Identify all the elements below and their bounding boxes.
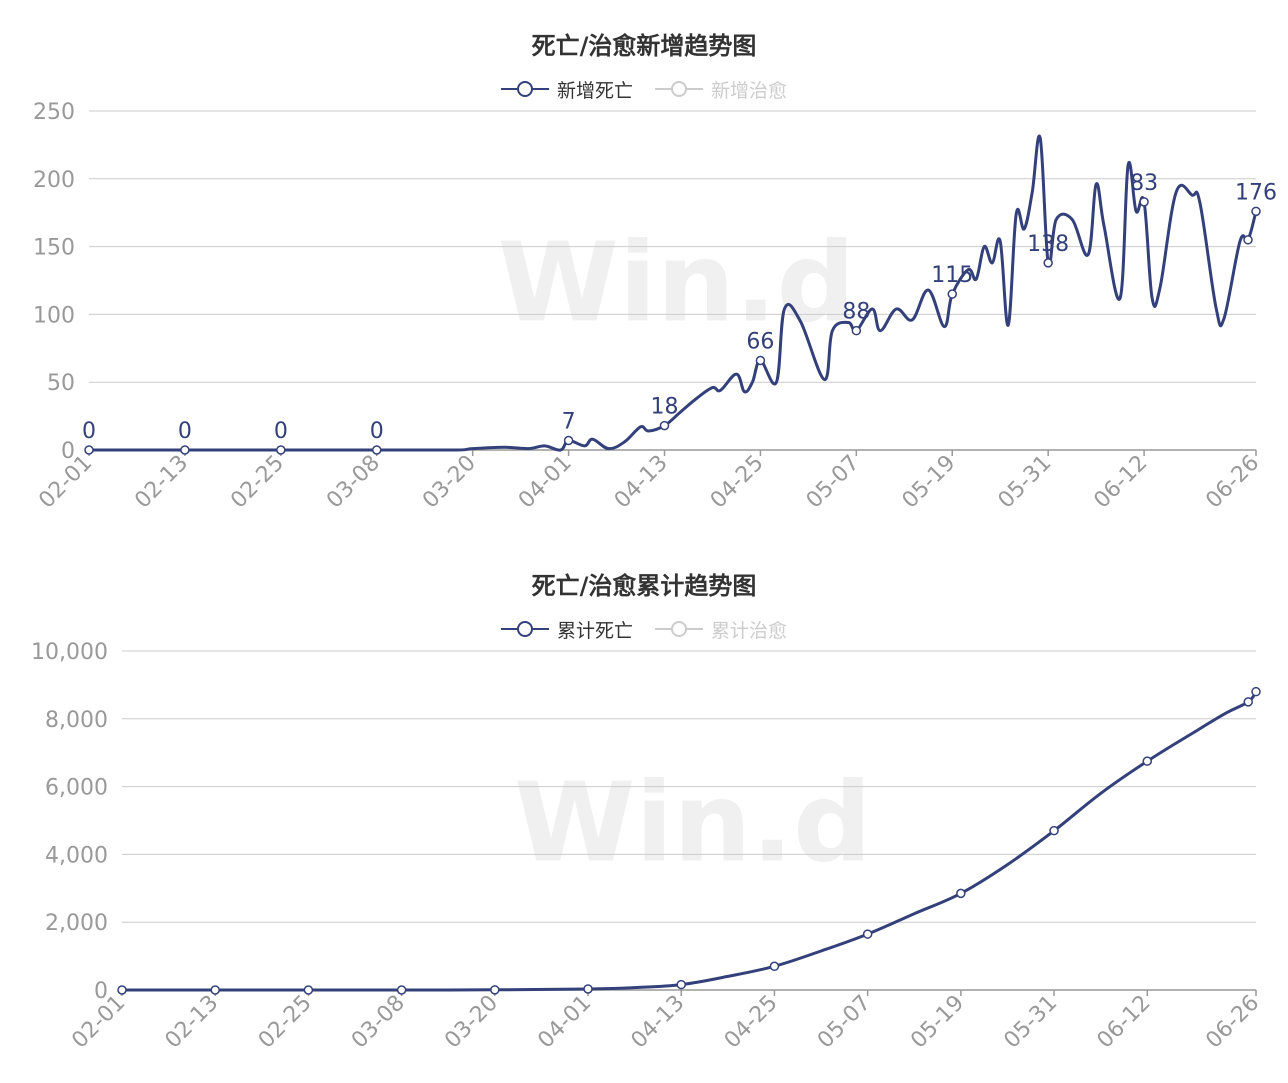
- data-point: [372, 445, 382, 455]
- legend-label: 累计治愈: [711, 619, 788, 642]
- data-point: [1243, 235, 1253, 245]
- data-label: 18: [651, 395, 679, 420]
- data-point: [755, 355, 766, 366]
- x-tick-label: 06-26: [1201, 991, 1264, 1054]
- y-tick-label: 6,000: [45, 776, 108, 801]
- x-tick-label: 06-26: [1201, 451, 1264, 514]
- data-label: 83: [1130, 171, 1158, 196]
- legend-item-total-recoveries[interactable]: 累计治愈: [655, 616, 787, 642]
- data-point: [583, 984, 593, 994]
- chart-title: 死亡/治愈新增趋势图: [531, 32, 757, 60]
- x-tick-label: 04-01: [514, 451, 577, 514]
- data-point: [956, 888, 966, 899]
- y-tick-label: 0: [61, 439, 75, 464]
- data-point: [1251, 206, 1261, 217]
- x-tick-label: 03-20: [440, 991, 503, 1054]
- series-line: [87, 134, 1258, 452]
- data-point: [1142, 756, 1153, 766]
- data-label: 0: [82, 419, 96, 444]
- x-tick-label: 02-25: [226, 451, 289, 514]
- x-tick-label: 04-25: [720, 991, 783, 1054]
- x-tick-label: 06-12: [1093, 991, 1156, 1054]
- chart-panel-daily: 死亡/治愈新增趋势图 新增死亡 新增治愈 Win.d 0 50 100 150 200 25…: [0, 0, 1288, 540]
- x-tick-label: 05-19: [906, 991, 969, 1054]
- data-point: [947, 289, 958, 299]
- data-label: 0: [178, 419, 192, 444]
- watermark-logo: Win.d: [514, 759, 872, 887]
- watermark-logo: Win.d: [498, 219, 856, 347]
- x-tick-label: 05-07: [802, 451, 865, 514]
- legend-line-marker-icon: [655, 81, 703, 97]
- data-point: [276, 445, 286, 455]
- x-tick-label: 04-25: [706, 451, 769, 514]
- data-point: [84, 445, 94, 455]
- data-point: [117, 985, 127, 995]
- x-tick-label: 03-20: [418, 451, 481, 514]
- data-point: [1139, 197, 1149, 207]
- data-label: 66: [746, 330, 774, 355]
- y-tick-label: 200: [33, 168, 75, 193]
- x-tick-label: 03-08: [322, 451, 385, 514]
- data-point: [563, 435, 574, 446]
- x-tick-label: 05-19: [898, 451, 961, 514]
- legend-label: 累计死亡: [556, 619, 633, 642]
- legend-item-total-deaths[interactable]: 累计死亡: [500, 616, 633, 642]
- y-tick-label: 0: [94, 979, 108, 1004]
- data-label: 138: [1027, 232, 1069, 257]
- y-tick-label: 50: [47, 371, 75, 396]
- data-point: [303, 985, 314, 995]
- y-tick-label: 250: [33, 100, 75, 125]
- x-tick-label: 02-13: [130, 451, 193, 514]
- x-tick-label: 02-13: [161, 991, 224, 1054]
- x-tick-label: 06-12: [1089, 451, 1152, 514]
- data-point: [769, 961, 780, 972]
- legend-line-marker-icon: [500, 81, 549, 97]
- legend-item-new-deaths[interactable]: 新增死亡: [500, 76, 633, 102]
- x-tick-label: 03-08: [347, 991, 410, 1054]
- data-label: 115: [931, 263, 973, 288]
- data-point: [180, 445, 190, 455]
- y-tick-label: 10,000: [31, 640, 108, 665]
- x-tick-label: 05-31: [999, 991, 1062, 1054]
- legend-line-marker-icon: [655, 621, 703, 637]
- legend-line-marker-icon: [500, 621, 549, 637]
- data-point: [851, 325, 862, 336]
- x-tick-label: 04-01: [533, 991, 596, 1054]
- x-tick-label: 04-13: [627, 991, 690, 1054]
- legend-label: 新增治愈: [711, 79, 788, 102]
- data-point: [1043, 258, 1053, 268]
- data-label: 0: [274, 419, 288, 444]
- y-tick-label: 2,000: [45, 911, 108, 936]
- data-label: 176: [1235, 180, 1277, 205]
- data-point: [862, 929, 873, 939]
- data-point: [396, 985, 407, 995]
- data-point: [490, 985, 500, 995]
- data-label: 0: [370, 419, 384, 444]
- legend-label: 新增死亡: [556, 79, 633, 102]
- data-point: [210, 985, 220, 995]
- chart-panel-cumulative: 死亡/治愈累计趋势图 累计死亡 累计治愈 Win.d 0 2,000 4,000 6,0…: [0, 540, 1288, 1083]
- data-point: [659, 420, 670, 431]
- data-label: 88: [842, 300, 870, 325]
- x-tick-label: 04-13: [610, 451, 673, 514]
- chart-title: 死亡/治愈累计趋势图: [531, 572, 757, 600]
- x-tick-label: 05-07: [813, 991, 876, 1054]
- data-point: [1243, 697, 1253, 707]
- data-point: [1251, 686, 1261, 697]
- x-tick-label: 05-31: [994, 451, 1057, 514]
- legend: 新增死亡 新增治愈: [0, 76, 1288, 102]
- data-label: 7: [562, 410, 576, 435]
- data-point: [676, 979, 686, 990]
- y-tick-label: 100: [33, 303, 75, 328]
- legend-item-new-recoveries[interactable]: 新增治愈: [655, 76, 787, 102]
- data-point: [1049, 825, 1059, 836]
- y-tick-label: 150: [33, 236, 75, 261]
- legend: 累计死亡 累计治愈: [0, 616, 1288, 642]
- y-tick-label: 8,000: [45, 708, 108, 733]
- x-tick-label: 02-25: [254, 991, 317, 1054]
- y-tick-label: 4,000: [45, 843, 108, 868]
